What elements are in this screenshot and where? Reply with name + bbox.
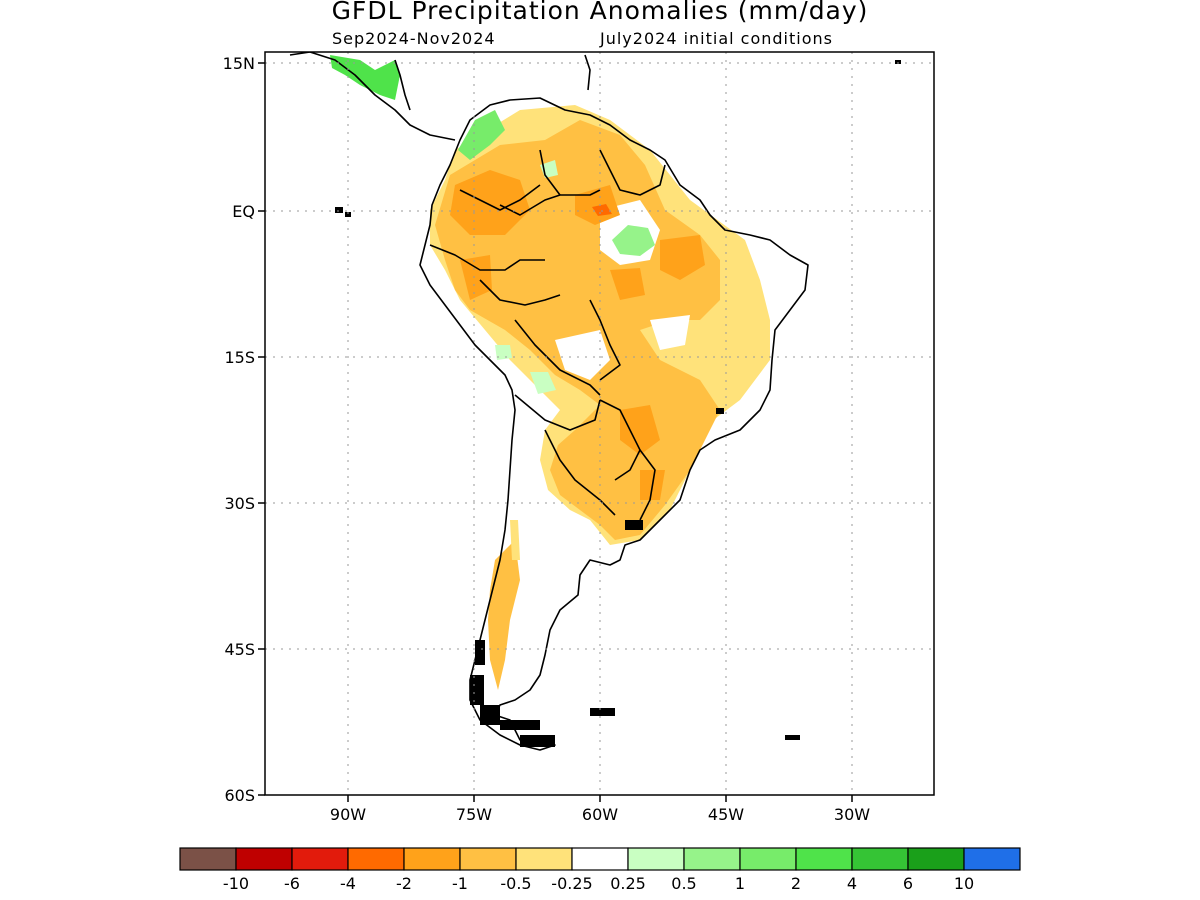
colorbar-swatch [515, 847, 573, 871]
colorbar-label: 6 [903, 874, 913, 893]
colorbar-swatch [963, 847, 1021, 871]
lat-tick-label: 15S [224, 348, 255, 367]
colorbar-swatch [683, 847, 741, 871]
colorbar-label: -0.25 [551, 874, 592, 893]
colorbar-label: -4 [340, 874, 356, 893]
colorbar-label: -1 [452, 874, 468, 893]
longitude-labels: 90W 75W 60W 45W 30W [330, 795, 870, 824]
island-layer [335, 60, 901, 747]
colorbar-swatch [235, 847, 293, 871]
coastline-layer [289, 52, 809, 751]
colorbar-swatch [347, 847, 405, 871]
colorbar-swatch [907, 847, 965, 871]
lat-tick-label: 15N [223, 54, 255, 73]
lon-tick-label: 90W [330, 805, 366, 824]
colorbar-label: -2 [396, 874, 412, 893]
colorbar-label: -0.5 [500, 874, 531, 893]
colorbar-labels: -10 -6 -4 -2 -1 -0.5 -0.25 0.25 0.5 1 2 4 6 10 [223, 874, 974, 893]
colorbar-swatch [571, 847, 629, 871]
colorbar-label: 1 [735, 874, 745, 893]
lon-tick-label: 75W [456, 805, 492, 824]
colorbar-label: -10 [223, 874, 249, 893]
colorbar-swatch [459, 847, 517, 871]
colorbar-label: 0.25 [610, 874, 646, 893]
colorbar-swatch [739, 847, 797, 871]
lon-tick-label: 30W [834, 805, 870, 824]
colorbar-label: -6 [284, 874, 300, 893]
colorbar-label: 4 [847, 874, 857, 893]
colorbar-label: 0.5 [671, 874, 696, 893]
lat-tick-label: 45S [224, 640, 255, 659]
lon-tick-label: 45W [708, 805, 744, 824]
colorbar-swatch [627, 847, 685, 871]
colorbar-swatch [179, 847, 237, 871]
colorbar [179, 847, 1021, 871]
colorbar-swatch [851, 847, 909, 871]
colorbar-swatch [795, 847, 853, 871]
latitude-labels: 15N EQ 15S 30S 45S 60S [223, 54, 265, 805]
lat-tick-label: EQ [232, 202, 255, 221]
colorbar-label: 10 [954, 874, 974, 893]
colorbar-swatch [403, 847, 461, 871]
subtitle-period: Sep2024-Nov2024 [332, 29, 496, 48]
lat-tick-label: 30S [224, 494, 255, 513]
subtitle-init: July2024 initial conditions [600, 29, 833, 48]
lat-tick-label: 60S [224, 786, 255, 805]
lon-tick-label: 60W [582, 805, 618, 824]
map-title: GFDL Precipitation Anomalies (mm/day) [331, 0, 869, 25]
colorbar-label: 2 [791, 874, 801, 893]
anomaly-fill-layer [330, 55, 770, 690]
colorbar-swatch [291, 847, 349, 871]
